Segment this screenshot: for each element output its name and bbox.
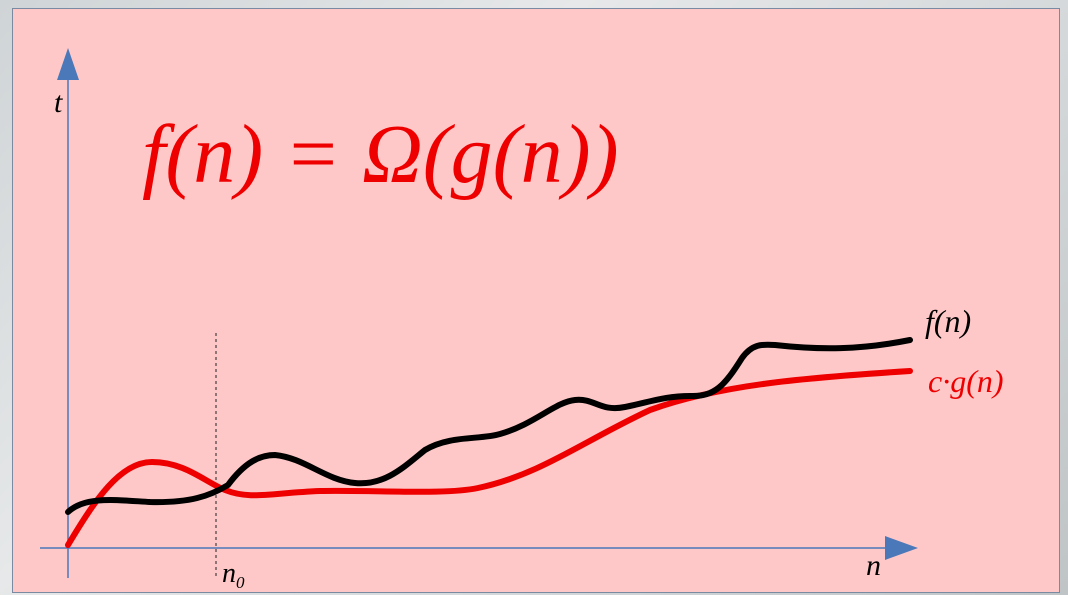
cg-n-curve [65,368,913,548]
title: f(n) = Ω(g(n)) [142,108,619,201]
y-axis-label: t [54,86,63,119]
n0-subscript: 0 [236,573,245,592]
cg-n-label: c·g(n) [928,363,1004,399]
n0-label: n0 [222,558,245,592]
x-axis-arrowhead [885,536,918,560]
diagram-panel [12,8,1060,593]
x-axis-label: n [866,549,881,582]
f-n-label: f(n) [925,303,971,339]
f-n-curve [65,337,913,515]
y-axis-arrowhead [57,48,79,80]
